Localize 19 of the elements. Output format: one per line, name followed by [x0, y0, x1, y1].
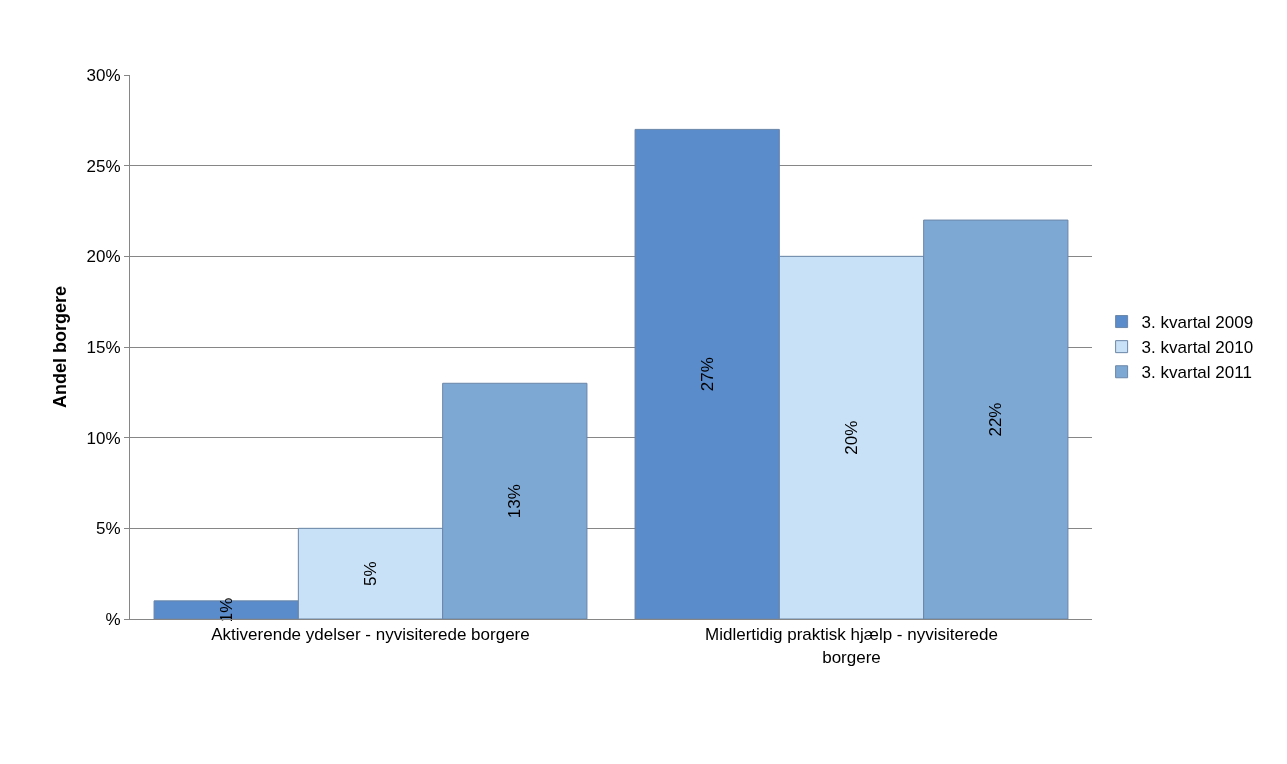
data-label: 22%: [986, 402, 1006, 437]
data-label: 27%: [697, 357, 717, 392]
data-label: 5%: [361, 561, 380, 586]
legend-label: 3. kvartal 2010: [1141, 338, 1254, 358]
y-tick-label: 25%: [86, 156, 121, 176]
y-tick-label: 20%: [86, 247, 121, 267]
legend-label: 3. kvartal 2009: [1141, 313, 1254, 333]
y-tick-label: 5%: [96, 519, 121, 539]
data-label: 20%: [842, 420, 861, 455]
x-tick-label: Aktiverende ydelser - nyvisiterede borgere: [211, 625, 530, 645]
y-axis-title: Andel borgere: [49, 285, 70, 409]
y-tick-label: %: [105, 609, 121, 629]
y-tick-label: 30%: [86, 65, 121, 85]
x-tick-label: Midlertidig praktisk hjælp - nyvisiterede borgere: [705, 625, 998, 667]
legend-label: 3. kvartal 2011: [1141, 363, 1252, 383]
data-label: 1%: [216, 597, 236, 623]
y-tick-label: 15%: [86, 337, 121, 357]
data-label: 13%: [505, 484, 525, 519]
y-tick-label: 10%: [86, 428, 121, 448]
